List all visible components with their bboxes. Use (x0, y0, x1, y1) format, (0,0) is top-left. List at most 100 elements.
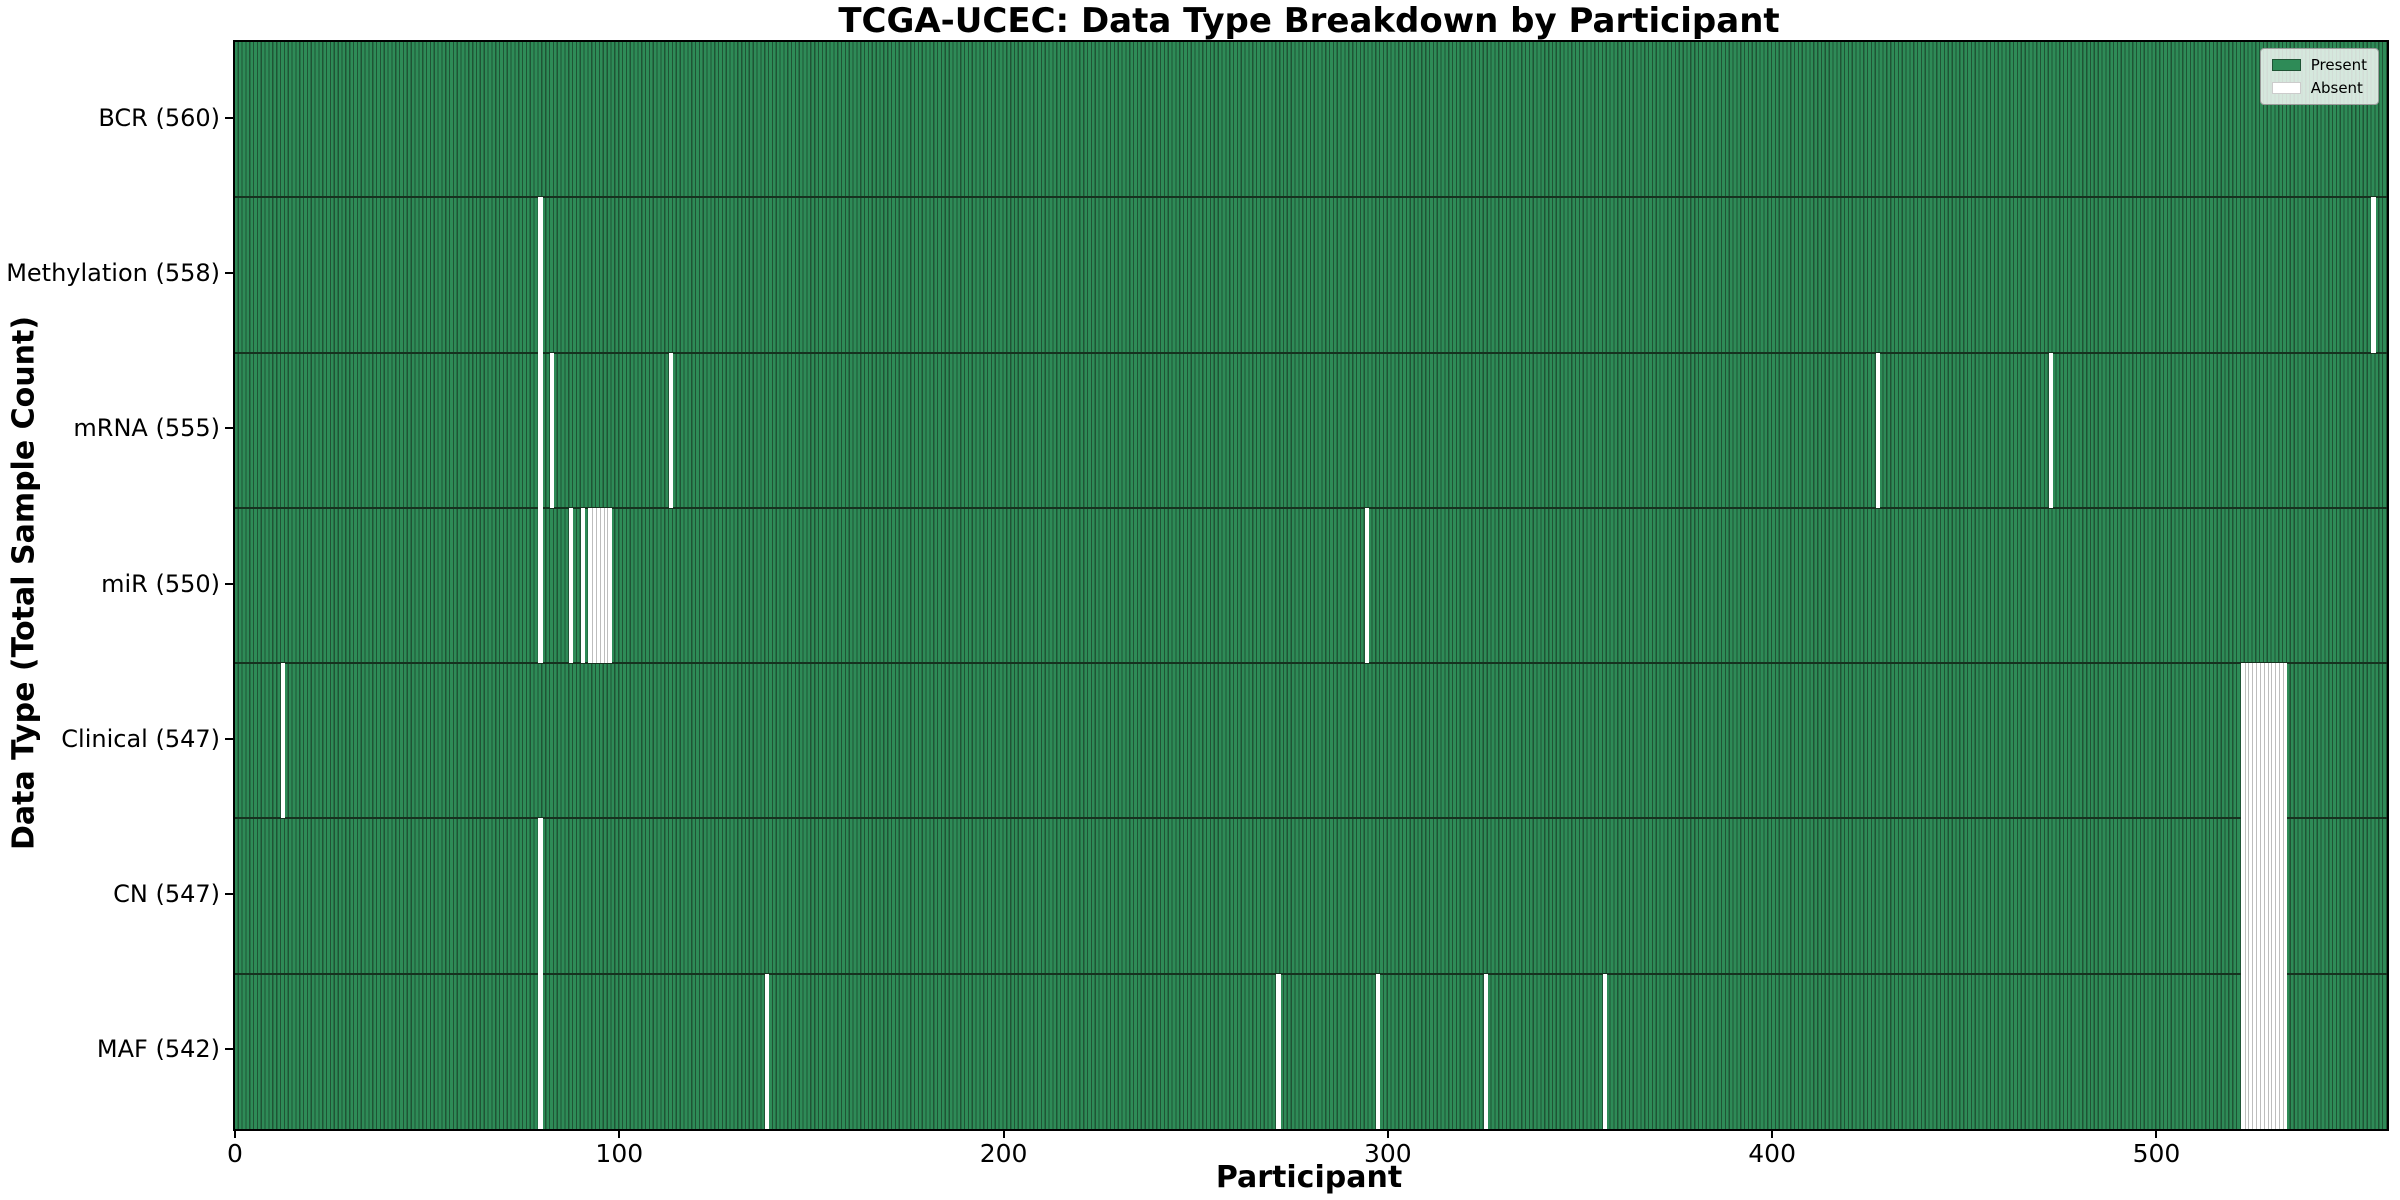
legend-item-present: Present (2271, 56, 2367, 74)
y-tick-mark (225, 116, 233, 119)
absent-gap-miR-294 (1364, 507, 1369, 664)
absent-gap-CN-527 (2259, 818, 2265, 974)
absent-gap-CN-532 (2279, 818, 2284, 974)
absent-gap-mRNA-472 (2048, 352, 2053, 508)
absent-gap-CN-533 (2282, 818, 2288, 974)
x-tick-mark (1386, 1129, 1389, 1138)
absent-gap-miR-92 (588, 507, 593, 664)
absent-gap-CN-79 (538, 818, 543, 974)
absent-gap-MAF-527 (2259, 973, 2265, 1129)
absent-gap-CN-522 (2240, 818, 2246, 974)
legend: Present Absent (2259, 48, 2379, 105)
x-tick-label-300: 300 (1363, 1139, 1412, 1168)
absent-gap-mRNA-427 (1875, 352, 1881, 508)
plot-area: Present Absent (233, 40, 2389, 1131)
absent-gap-miR-79 (538, 507, 543, 664)
y-tick-label-BCR: BCR (560) (98, 103, 220, 132)
x-tick-mark (2155, 1129, 2158, 1138)
row-separator (235, 506, 2387, 509)
x-tick-mark (618, 1129, 621, 1138)
absent-gap-mRNA-82 (549, 352, 555, 508)
absent-gap-miR-97 (607, 507, 612, 664)
absent-gap-MAF-529 (2267, 973, 2272, 1129)
absent-gap-Clinical-531 (2275, 663, 2280, 819)
absent-gap-miR-93 (592, 507, 597, 664)
absent-gap-miR-96 (603, 507, 609, 664)
x-axis-label: Participant (1215, 1160, 1403, 1195)
row-separator (235, 662, 2387, 665)
absent-gap-mRNA-79 (538, 352, 543, 508)
x-tick-mark (1771, 1129, 1774, 1138)
absent-gap-CN-523 (2244, 818, 2249, 974)
absent-gap-Clinical-524 (2248, 663, 2253, 819)
row-separator (235, 196, 2387, 199)
y-tick-mark (225, 582, 233, 585)
absent-gap-CN-529 (2267, 818, 2272, 974)
absent-gap-CN-524 (2248, 818, 2253, 974)
absent-gap-CN-525 (2252, 818, 2257, 974)
row-separator (235, 972, 2387, 975)
absent-gap-mRNA-113 (668, 352, 674, 508)
absent-gap-MAF-524 (2248, 973, 2253, 1129)
absent-gap-miR-95 (599, 507, 605, 664)
absent-gap-MAF-525 (2252, 973, 2257, 1129)
absent-gap-MAF-530 (2271, 973, 2276, 1129)
absent-gap-MAF-523 (2244, 973, 2249, 1129)
y-tick-mark (225, 271, 233, 274)
absent-gap-MAF-356 (1602, 973, 1608, 1129)
y-axis-label: Data Type (Total Sample Count) (6, 315, 42, 851)
absent-gap-Clinical-525 (2252, 663, 2257, 819)
x-tick-mark (1002, 1129, 1005, 1138)
absent-gap-MAF-297 (1376, 973, 1381, 1129)
y-tick-label-Methylation: Methylation (558) (6, 258, 220, 287)
y-tick-mark (225, 737, 233, 740)
absent-gap-Clinical-527 (2259, 663, 2265, 819)
absent-gap-MAF-528 (2263, 973, 2269, 1129)
absent-gap-Clinical-529 (2267, 663, 2272, 819)
absent-gap-Clinical-526 (2256, 663, 2261, 819)
x-tick-label-200: 200 (979, 1139, 1028, 1168)
absent-gap-CN-530 (2271, 818, 2276, 974)
absent-gap-Clinical-522 (2240, 663, 2246, 819)
x-tick-mark (234, 1129, 236, 1138)
y-tick-label-CN: CN (547) (113, 880, 220, 909)
y-tick-mark (225, 893, 233, 896)
y-tick-label-miR: miR (550) (101, 569, 220, 598)
y-tick-label-mRNA: mRNA (555) (73, 414, 220, 443)
absent-gap-MAF-532 (2279, 973, 2284, 1129)
absent-gap-Methylation-79 (538, 197, 543, 353)
absent-gap-MAF-526 (2256, 973, 2261, 1129)
absent-gap-Clinical-523 (2244, 663, 2249, 819)
x-tick-label-0: 0 (227, 1139, 243, 1168)
absent-gap-Clinical-528 (2263, 663, 2269, 819)
absent-gap-MAF-522 (2240, 973, 2246, 1129)
absent-gap-MAF-533 (2282, 973, 2288, 1129)
absent-gap-CN-528 (2263, 818, 2269, 974)
absent-gap-miR-90 (580, 507, 585, 664)
absent-gap-Clinical-533 (2282, 663, 2288, 819)
legend-label-present: Present (2310, 56, 2367, 74)
absent-gap-Clinical-532 (2279, 663, 2284, 819)
absent-gap-MAF-531 (2275, 973, 2280, 1129)
legend-item-absent: Absent (2271, 79, 2367, 97)
legend-label-absent: Absent (2310, 79, 2363, 97)
absent-gap-miR-87 (569, 507, 574, 664)
chart-title: TCGA-UCEC: Data Type Breakdown by Partic… (838, 1, 1780, 41)
absent-gap-CN-531 (2275, 818, 2280, 974)
x-tick-label-500: 500 (2132, 1139, 2181, 1168)
absent-gap-Methylation-556 (2371, 197, 2376, 353)
absent-gap-MAF-79 (538, 973, 543, 1129)
absent-gap-MAF-138 (765, 973, 770, 1129)
absent-gap-miR-94 (595, 507, 601, 664)
row-separator (235, 351, 2387, 354)
legend-swatch-absent (2271, 82, 2301, 94)
absent-gap-MAF-271 (1276, 973, 1281, 1129)
absent-gap-Clinical-12 (280, 663, 286, 819)
y-tick-mark (225, 427, 233, 430)
x-tick-label-400: 400 (1748, 1139, 1796, 1168)
x-tick-label-100: 100 (595, 1139, 644, 1168)
absent-gap-Clinical-530 (2271, 663, 2276, 819)
y-tick-label-MAF: MAF (542) (96, 1035, 220, 1064)
absent-gap-CN-526 (2256, 818, 2261, 974)
